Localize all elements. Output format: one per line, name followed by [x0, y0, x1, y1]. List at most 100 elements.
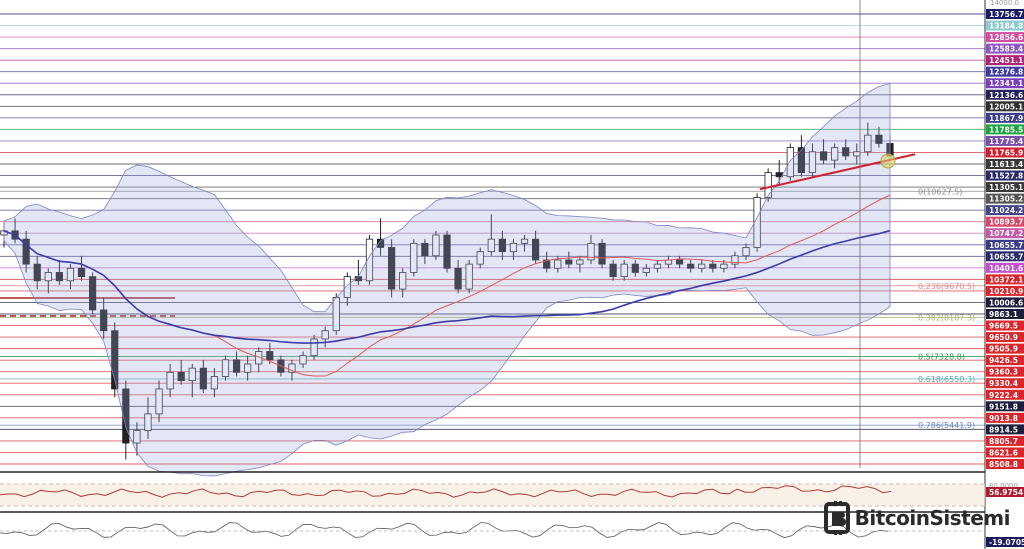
candle-body: [819, 151, 828, 161]
candle-body: [609, 263, 617, 278]
price-label-box: [986, 389, 1024, 400]
price-label-box: [986, 285, 1024, 296]
price-label-box: [986, 193, 1024, 204]
price-label-box: [986, 112, 1024, 123]
candle-body: [266, 351, 274, 361]
price-label-box: [986, 216, 1024, 227]
candle: [875, 126, 883, 148]
candle: [66, 264, 75, 290]
candle-body: [565, 259, 573, 265]
price-label-text: 10655.7: [989, 252, 1023, 261]
price-label-box: [986, 239, 1024, 250]
candle-body: [122, 388, 130, 444]
highlight-marker: [880, 153, 896, 169]
candle: [454, 259, 462, 294]
oscillator-value-box: [986, 537, 1024, 547]
candle: [33, 255, 41, 290]
price-label-text: 12451.1: [989, 56, 1023, 65]
candle: [321, 326, 329, 348]
candle-body: [476, 251, 484, 265]
candle: [421, 239, 429, 265]
candle: [498, 230, 506, 260]
price-label-box: [986, 147, 1024, 158]
candle-body: [232, 359, 241, 373]
candle: [565, 251, 573, 269]
candle: [210, 368, 219, 398]
candle: [731, 251, 739, 269]
price-label-text: 13184.8: [989, 22, 1023, 31]
price-label-box: [986, 170, 1024, 181]
candle: [532, 230, 540, 265]
candle-body: [199, 367, 207, 390]
price-label-box: [986, 297, 1024, 308]
candle: [144, 397, 152, 439]
candle: [465, 259, 473, 294]
candle-body: [620, 263, 628, 278]
rsi-upper-label: 80.0000: [989, 482, 1018, 490]
candle: [232, 351, 241, 377]
price-label-box: [986, 124, 1024, 135]
candle-body: [731, 255, 739, 265]
candle-body: [498, 238, 506, 253]
candle-body: [831, 147, 839, 161]
price-label-box: [986, 20, 1024, 31]
candle-body: [587, 242, 595, 261]
price-label-text: 11527.8: [989, 172, 1023, 181]
candle-body: [432, 234, 440, 257]
price-label-text: 8621.6: [989, 448, 1018, 457]
candle-body: [310, 338, 318, 357]
ma-long-line: [3, 229, 891, 344]
candle-body: [288, 363, 296, 373]
watermark: BitcoinSistemi: [823, 501, 1011, 535]
price-label-box: [986, 159, 1024, 169]
candle-body: [520, 238, 529, 244]
candle: [487, 214, 495, 256]
price-label-text: 9426.5: [989, 356, 1018, 365]
price-label-box: [986, 309, 1024, 319]
candle: [576, 255, 584, 273]
price-label-text: 11867.9: [989, 114, 1023, 123]
price-label-box: [986, 251, 1024, 262]
price-label-text: 13756.7: [989, 10, 1023, 19]
price-label-text: 12583.4: [989, 45, 1023, 54]
candle-body: [421, 242, 429, 257]
price-label-text: 10893.7: [989, 218, 1023, 227]
candle: [22, 230, 30, 273]
candle-body: [465, 263, 473, 290]
price-label-text: 9505.9: [989, 345, 1018, 354]
candle: [376, 218, 385, 256]
candle-body: [742, 247, 750, 257]
candle-body: [66, 267, 75, 282]
price-label-text: 12136.6: [989, 91, 1023, 100]
candle-body: [376, 238, 385, 248]
candle-body: [343, 276, 351, 298]
candle-body: [554, 259, 562, 269]
candle: [410, 239, 418, 277]
price-label-box: [986, 101, 1024, 112]
candle: [620, 259, 628, 281]
candle-body: [598, 242, 606, 265]
price-label-text: 12376.8: [989, 68, 1023, 77]
price-label-text: 11775.4: [989, 137, 1023, 146]
candle-body: [244, 363, 252, 373]
price-label-text: 12856.6: [989, 33, 1023, 42]
candle-body: [509, 242, 518, 253]
price-label-box: [986, 32, 1024, 43]
candle: [266, 343, 274, 364]
candle: [786, 143, 794, 181]
watermark-text: BitcoinSistemi: [854, 506, 1011, 530]
candle-body: [642, 267, 650, 273]
price-label-box: [986, 262, 1024, 273]
candle-body: [576, 259, 584, 265]
price-label-text: 9330.4: [989, 379, 1018, 388]
price-label-text: 9863.1: [989, 310, 1018, 319]
fib-label: 0.618(6550.3): [918, 375, 975, 384]
candle: [642, 264, 650, 277]
price-label-box: [986, 205, 1024, 216]
candle: [89, 272, 97, 315]
candle-body: [210, 376, 219, 390]
price-label-box: [986, 378, 1024, 389]
price-label-text: 10747.2: [989, 229, 1023, 238]
candle-body: [89, 276, 97, 311]
candle-body: [100, 309, 108, 332]
